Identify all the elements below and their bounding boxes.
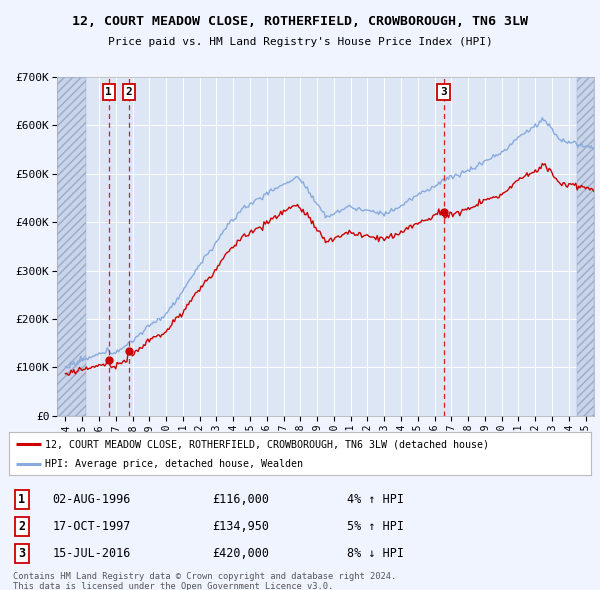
Text: £420,000: £420,000	[212, 547, 270, 560]
Text: £134,950: £134,950	[212, 520, 270, 533]
Text: 1: 1	[18, 493, 25, 506]
Text: 12, COURT MEADOW CLOSE, ROTHERFIELD, CROWBOROUGH, TN6 3LW: 12, COURT MEADOW CLOSE, ROTHERFIELD, CRO…	[72, 15, 528, 28]
Text: 3: 3	[440, 87, 447, 97]
Text: 4% ↑ HPI: 4% ↑ HPI	[347, 493, 404, 506]
Text: This data is licensed under the Open Government Licence v3.0.: This data is licensed under the Open Gov…	[13, 582, 334, 590]
Text: 2: 2	[18, 520, 25, 533]
Text: 1: 1	[106, 87, 112, 97]
Bar	[577, 77, 594, 416]
Text: 3: 3	[18, 547, 25, 560]
Text: 15-JUL-2016: 15-JUL-2016	[53, 547, 131, 560]
Bar	[577, 77, 594, 416]
Text: Contains HM Land Registry data © Crown copyright and database right 2024.: Contains HM Land Registry data © Crown c…	[13, 572, 397, 581]
Text: 8% ↓ HPI: 8% ↓ HPI	[347, 547, 404, 560]
Bar	[57, 77, 86, 416]
Text: 02-AUG-1996: 02-AUG-1996	[53, 493, 131, 506]
Text: 12, COURT MEADOW CLOSE, ROTHERFIELD, CROWBOROUGH, TN6 3LW (detached house): 12, COURT MEADOW CLOSE, ROTHERFIELD, CRO…	[45, 440, 489, 450]
Bar	[57, 77, 86, 416]
Text: HPI: Average price, detached house, Wealden: HPI: Average price, detached house, Weal…	[45, 460, 303, 469]
Text: Price paid vs. HM Land Registry's House Price Index (HPI): Price paid vs. HM Land Registry's House …	[107, 37, 493, 47]
Text: £116,000: £116,000	[212, 493, 270, 506]
Text: 5% ↑ HPI: 5% ↑ HPI	[347, 520, 404, 533]
Text: 2: 2	[125, 87, 133, 97]
Text: 17-OCT-1997: 17-OCT-1997	[53, 520, 131, 533]
